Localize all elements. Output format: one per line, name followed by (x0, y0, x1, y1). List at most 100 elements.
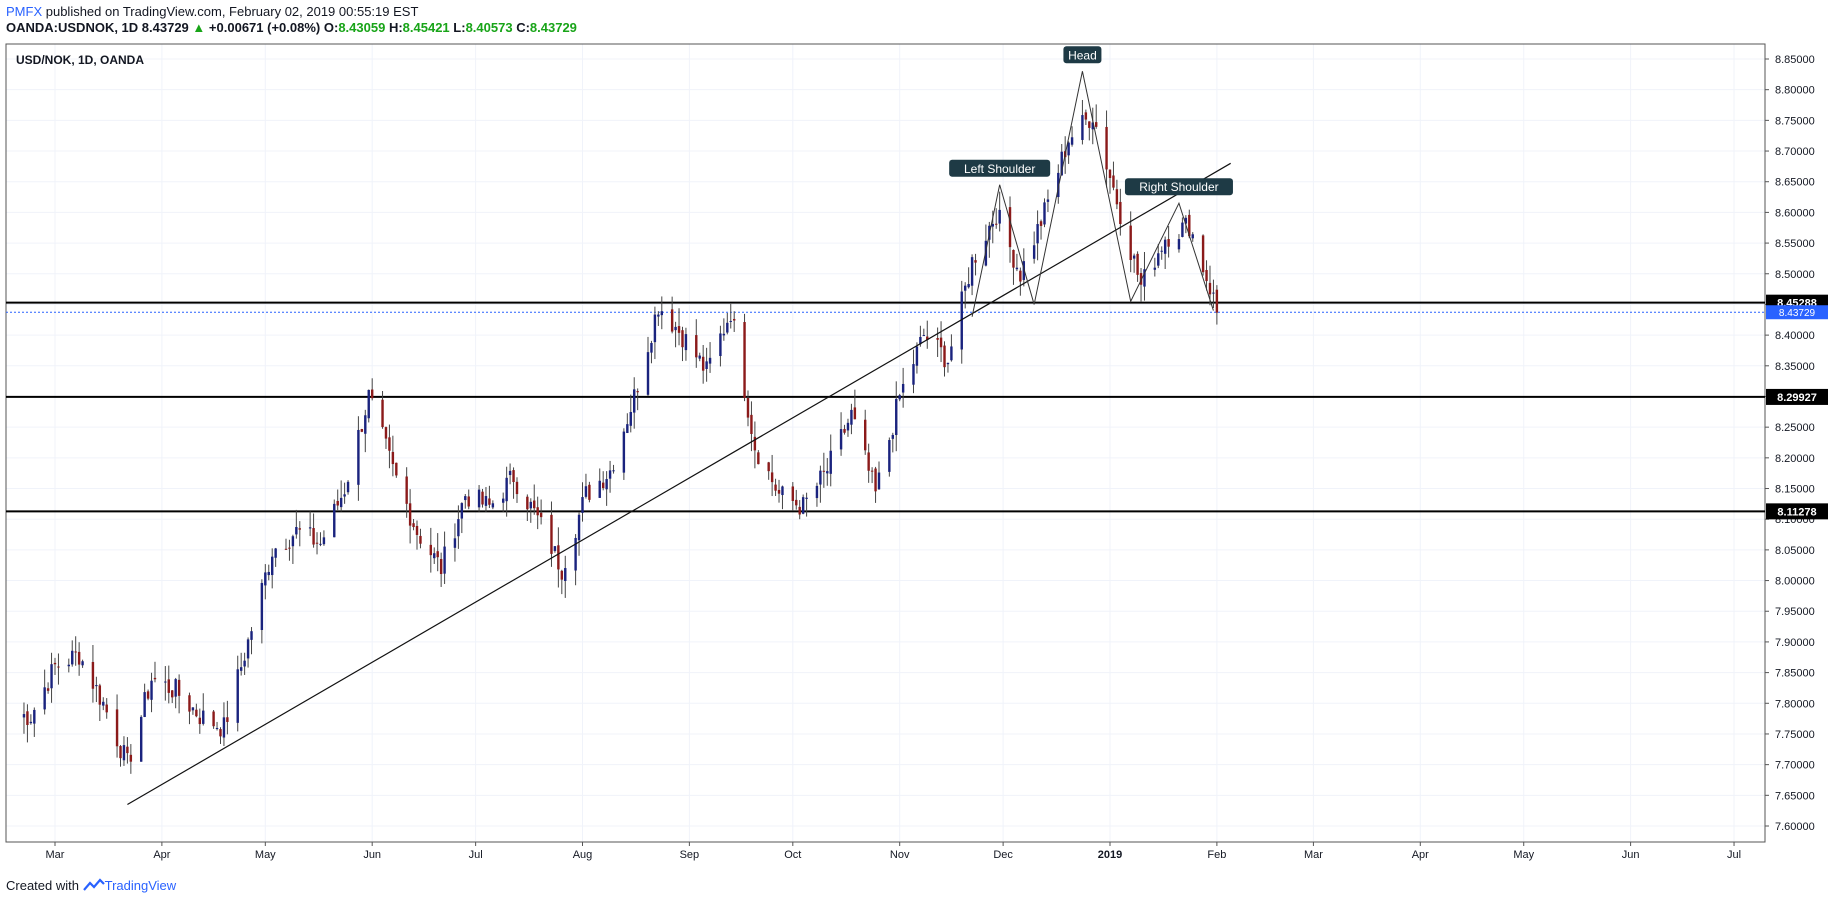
candle-body (1157, 253, 1160, 266)
candle-body (677, 326, 681, 333)
candle-body (553, 546, 557, 551)
candle-body (505, 477, 508, 502)
candle-body (1153, 267, 1157, 270)
candle-body (67, 664, 70, 667)
candle-body (726, 322, 729, 333)
candle-body (295, 527, 298, 535)
candle-body (684, 334, 688, 351)
candle-body (343, 494, 346, 497)
candle-body (267, 571, 270, 576)
candle-body (626, 424, 629, 433)
publisher-name[interactable]: PMFX (6, 4, 43, 19)
candle-body (26, 711, 29, 725)
y-tick-label: 8.75000 (1775, 115, 1815, 127)
y-tick-label: 8.50000 (1775, 269, 1815, 281)
candle-body (846, 422, 850, 431)
price-axis[interactable]: 7.60000 7.65000 7.70000 7.75000 7.80000 7.850… (1765, 54, 1828, 833)
candle-body (436, 551, 439, 558)
time-axis[interactable]: Mar Apr May Jun Jul Aug Sep Oct Nov Dec 2019 Feb Mar… (46, 842, 1742, 861)
candle-body (1046, 199, 1050, 202)
candle-body (443, 546, 446, 574)
candle-body (222, 717, 226, 738)
y-tick-label: 8.70000 (1775, 146, 1815, 158)
candle-body (743, 322, 746, 398)
candle-body (484, 496, 488, 506)
candle-body (370, 389, 374, 399)
last-price-label: 8.43729 (141, 20, 189, 35)
candle-body (1081, 115, 1084, 140)
y-tick-label: 8.55000 (1775, 238, 1815, 250)
pattern-label-box (1063, 46, 1102, 64)
candle-body (732, 318, 736, 321)
candle-body (250, 631, 253, 640)
candle-body (867, 452, 870, 471)
candle-body (284, 548, 288, 550)
candle-body (646, 352, 650, 395)
candle-body (1139, 273, 1143, 285)
candle-body (105, 704, 108, 713)
candle-body (477, 489, 481, 508)
candle-body (681, 330, 684, 348)
candle-body (746, 398, 750, 418)
published-text: published on TradingView.com, February 0… (42, 4, 419, 19)
candle-body (1043, 202, 1046, 225)
candle-body (1167, 239, 1170, 247)
candle-body (212, 711, 215, 727)
candle-body (1119, 201, 1122, 224)
candle-body (822, 470, 826, 472)
candle-body (601, 482, 605, 489)
candle-body (274, 548, 277, 558)
candle-body (1022, 261, 1026, 280)
candle-body (1115, 189, 1119, 205)
candle-body (453, 538, 457, 548)
candle-body (608, 470, 612, 479)
candle-body (1067, 142, 1070, 156)
candle-body (167, 679, 170, 693)
candle-body (153, 677, 157, 680)
x-tick-label: Mar (1304, 849, 1323, 861)
candle-body (388, 437, 391, 451)
candle-body (574, 537, 577, 571)
candle-body (874, 468, 877, 492)
candle-body (384, 427, 388, 439)
close-value: 8.43729 (529, 20, 577, 35)
created-with-text: Created with (6, 878, 79, 893)
candle-body (926, 336, 929, 341)
candle-body (395, 462, 398, 476)
candle-body (660, 311, 664, 316)
candle-body (270, 556, 274, 576)
pattern-label: Left Shoulder (964, 162, 1035, 176)
y-tick-label: 7.85000 (1775, 668, 1815, 680)
candle-body (998, 209, 1001, 224)
candle-body (1019, 270, 1022, 282)
candle-body (891, 434, 895, 439)
last-price-label: 8.43729 (1779, 308, 1816, 319)
tradingview-link[interactable]: TradingView (104, 878, 177, 893)
pattern-label: Right Shoulder (1139, 180, 1218, 194)
candle-body (1084, 112, 1088, 120)
candle-body (1039, 221, 1043, 226)
pattern-label-box (949, 159, 1051, 177)
x-tick-label: Apr (153, 849, 170, 861)
candle-body (508, 470, 512, 476)
candle-body (481, 491, 484, 505)
y-tick-label: 7.65000 (1775, 790, 1815, 802)
x-tick-label: Aug (573, 849, 593, 861)
change-label: +0.00671 (+0.08%) (208, 20, 321, 35)
candle-body (633, 389, 636, 413)
candle-body (336, 500, 339, 506)
candle-body (412, 523, 415, 528)
candle-body (960, 291, 963, 350)
candle-body (750, 414, 753, 434)
candle-body (491, 503, 495, 508)
y-tick-label: 8.20000 (1775, 453, 1815, 465)
candle-body (581, 497, 584, 513)
candle-body (577, 514, 581, 541)
candle-body (622, 431, 626, 473)
candle-body (963, 285, 967, 291)
candle-body (1108, 169, 1112, 178)
candle-body (708, 357, 712, 364)
candle-body (1208, 282, 1212, 295)
candle-body (564, 568, 567, 581)
